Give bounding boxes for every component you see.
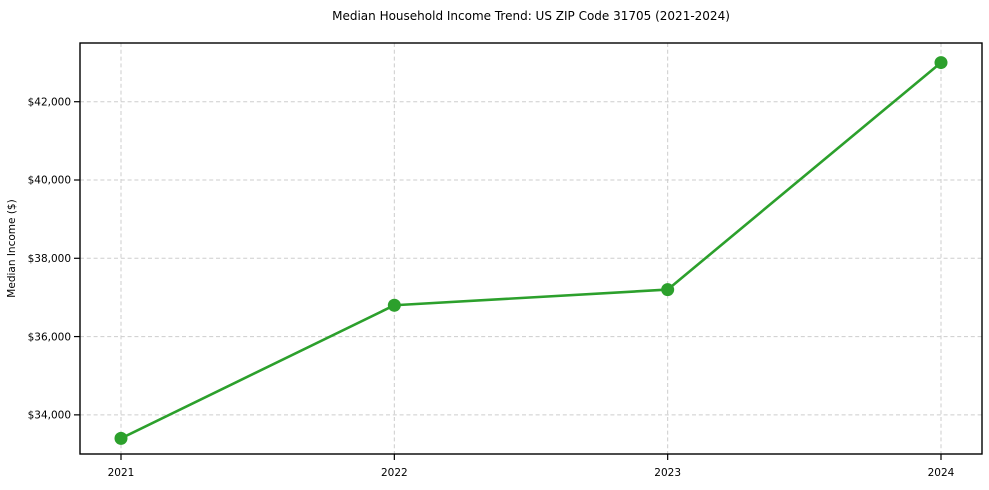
plot-area: $34,000 $36,000 $38,000 $40,000 $42,000 2021 2… (28, 42, 983, 479)
y-tick-label: $34,000 (28, 410, 71, 422)
data-point-2023 (661, 283, 675, 297)
x-tick-label: 2024 (928, 467, 955, 479)
chart-title: Median Household Income Trend: US ZIP Co… (332, 9, 730, 23)
x-tick-label: 2023 (654, 467, 681, 479)
trend-line (119, 61, 943, 440)
data-point-2021 (114, 431, 128, 445)
plot-border (79, 42, 983, 455)
data-point-2024 (934, 56, 948, 70)
x-tick-label: 2021 (108, 467, 135, 479)
y-tick-label: $42,000 (28, 96, 71, 108)
y-tick-label: $36,000 (28, 331, 71, 343)
y-tick-label: $40,000 (28, 175, 71, 187)
y-tick-label: $38,000 (28, 253, 71, 265)
data-point-2022 (387, 298, 401, 312)
y-axis-label: Median Income ($) (6, 199, 18, 297)
x-tick-label: 2022 (381, 467, 408, 479)
